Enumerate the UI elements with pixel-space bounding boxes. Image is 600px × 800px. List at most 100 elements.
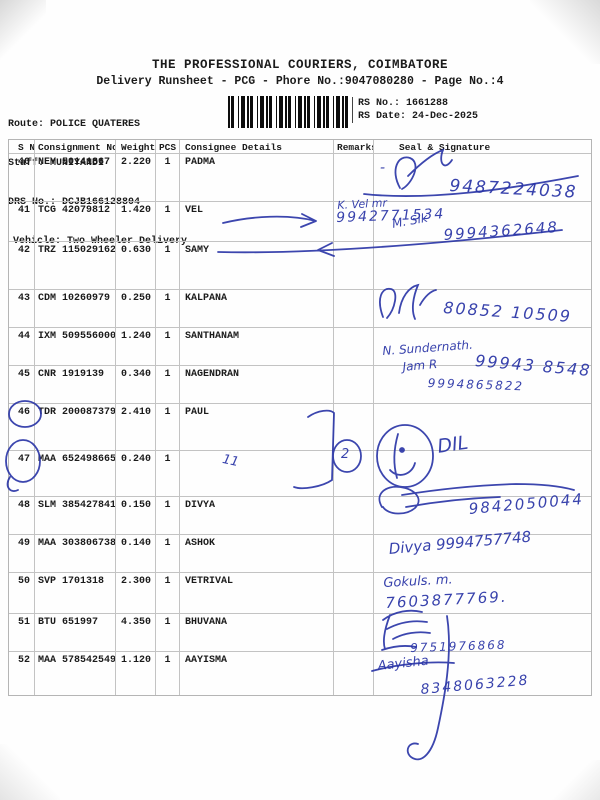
cell-consignee: KALPANA [180, 290, 334, 327]
cell-pcs: 1 [156, 366, 180, 403]
cell-remarks [334, 404, 374, 450]
scan-corner-shadow [530, 0, 600, 64]
cell-consignment: TDR 200087379 [35, 404, 116, 450]
handwriting-r46-mark: 2 [341, 447, 350, 462]
table-row: 44 IXM 509556000 1.240 1 SANTHANAM [9, 327, 591, 365]
cell-pcs: 1 [156, 652, 180, 695]
cell-consignee: BHUVANA [180, 614, 334, 651]
cell-seal [374, 404, 591, 450]
handwriting-r47-dil: DIL [436, 431, 470, 458]
table-row: 41 TCG 42079812 1.420 1 VEL [9, 201, 591, 241]
cell-consignee: AAYISMA [180, 652, 334, 695]
cell-weight: 0.250 [116, 290, 156, 327]
cell-consignee: DIVYA [180, 497, 334, 534]
cell-weight: 2.300 [116, 573, 156, 613]
col-header-remarks: Remarks [334, 140, 374, 153]
staff-line: Staff: MUNIYANDI [8, 158, 105, 169]
cell-remarks [334, 290, 374, 327]
runsheet-subtitle: Delivery Runsheet - PCG - Phore No.:9047… [96, 75, 504, 88]
cell-remarks [334, 614, 374, 651]
cell-consignment: CDM 10260979 [35, 290, 116, 327]
cell-consignment: SLM 385427841 [35, 497, 116, 534]
cell-consignee: PAUL [180, 404, 334, 450]
cell-remarks [334, 451, 374, 496]
cell-consignee: NAGENDRAN [180, 366, 334, 403]
cell-weight: 1.420 [116, 202, 156, 241]
cell-pcs: 1 [156, 614, 180, 651]
cell-pcs: 1 [156, 328, 180, 365]
col-header-pcs: PCS [156, 140, 180, 153]
cell-weight: 0.630 [116, 242, 156, 289]
cell-seal [374, 242, 591, 289]
cell-consignment: TCG 42079812 [35, 202, 116, 241]
cell-sno: 49 [9, 535, 35, 572]
cell-weight: 2.220 [116, 154, 156, 201]
cell-consignment: BTU 651997 [35, 614, 116, 651]
col-header-consignment: Consignment No [35, 140, 116, 153]
cell-remarks [334, 202, 374, 241]
col-header-sno: S No [9, 140, 35, 153]
route-line: Route: POLICE QUATERES [8, 119, 141, 130]
cell-pcs: 1 [156, 404, 180, 450]
cell-pcs: 1 [156, 497, 180, 534]
cell-remarks [334, 652, 374, 695]
cell-weight: 0.150 [116, 497, 156, 534]
table-header-row: S No Consignment No Weight PCS Consignee… [9, 140, 591, 153]
cell-sno: 46 [9, 404, 35, 450]
col-header-weight: Weight [116, 140, 156, 153]
cell-consignee: PADMA [180, 154, 334, 201]
table-row: 51 BTU 651997 4.350 1 BHUVANA [9, 613, 591, 651]
rs-no-line: RS No.: 1661288 [358, 98, 449, 109]
col-header-consignee: Consignee Details [180, 140, 334, 153]
cell-pcs: 1 [156, 451, 180, 496]
cell-remarks [334, 573, 374, 613]
cell-consignment: SVP 1701318 [35, 573, 116, 613]
company-title: THE PROFESSIONAL COURIERS, COIMBATORE [151, 58, 449, 72]
cell-weight: 0.240 [116, 451, 156, 496]
cell-consignee: VETRIVAL [180, 573, 334, 613]
cell-weight: 1.120 [116, 652, 156, 695]
cell-consignment: MAA 578542549 [35, 652, 116, 695]
cell-sno: 51 [9, 614, 35, 651]
cell-sno: 47 [9, 451, 35, 496]
cell-weight: 1.240 [116, 328, 156, 365]
handwriting-r47-marks: 11 [220, 452, 241, 471]
cell-remarks [334, 242, 374, 289]
table-row: 52 MAA 578542549 1.120 1 AAYISMA [9, 651, 591, 695]
cell-weight: 4.350 [116, 614, 156, 651]
cell-remarks [334, 535, 374, 572]
cell-consignment: NEY 50141867 [35, 154, 116, 201]
runsheet-meta-right: RS No.: 1661288 RS Date: 24-Dec-2025 [352, 97, 478, 123]
cell-weight: 0.140 [116, 535, 156, 572]
cell-consignment: MAA 303806738 [35, 535, 116, 572]
cell-pcs: 1 [156, 535, 180, 572]
cell-consignee [180, 451, 334, 496]
cell-pcs: 1 [156, 202, 180, 241]
cell-remarks [334, 154, 374, 201]
cell-pcs: 1 [156, 573, 180, 613]
scan-corner-shadow [0, 744, 60, 800]
cell-sno: 41 [9, 202, 35, 241]
cell-pcs: 1 [156, 242, 180, 289]
cell-consignment: CNR 1919139 [35, 366, 116, 403]
cell-sno: 45 [9, 366, 35, 403]
cell-consignee: SANTHANAM [180, 328, 334, 365]
handwriting-r40-dash: - [380, 160, 386, 176]
table-row: 43 CDM 10260979 0.250 1 KALPANA [9, 289, 591, 327]
table-row: 48 SLM 385427841 0.150 1 DIVYA [9, 496, 591, 534]
cell-consignee: VEL [180, 202, 334, 241]
rs-date-line: RS Date: 24-Dec-2025 [358, 111, 479, 122]
cell-sno: 48 [9, 497, 35, 534]
table-row: 46 TDR 200087379 2.410 1 PAUL [9, 403, 591, 450]
table-row: 50 SVP 1701318 2.300 1 VETRIVAL [9, 572, 591, 613]
cell-remarks [334, 328, 374, 365]
table-row: 42 TRZ 115029162 0.630 1 SAMY [9, 241, 591, 289]
table-row: 45 CNR 1919139 0.340 1 NAGENDRAN [9, 365, 591, 403]
cell-weight: 0.340 [116, 366, 156, 403]
cell-seal [374, 451, 591, 496]
cell-consignee: ASHOK [180, 535, 334, 572]
cell-remarks [334, 366, 374, 403]
cell-sno: 40 [9, 154, 35, 201]
table-row: 47 MAA 652498665 0.240 1 [9, 450, 591, 496]
col-header-seal: Seal & Signature [399, 142, 491, 153]
